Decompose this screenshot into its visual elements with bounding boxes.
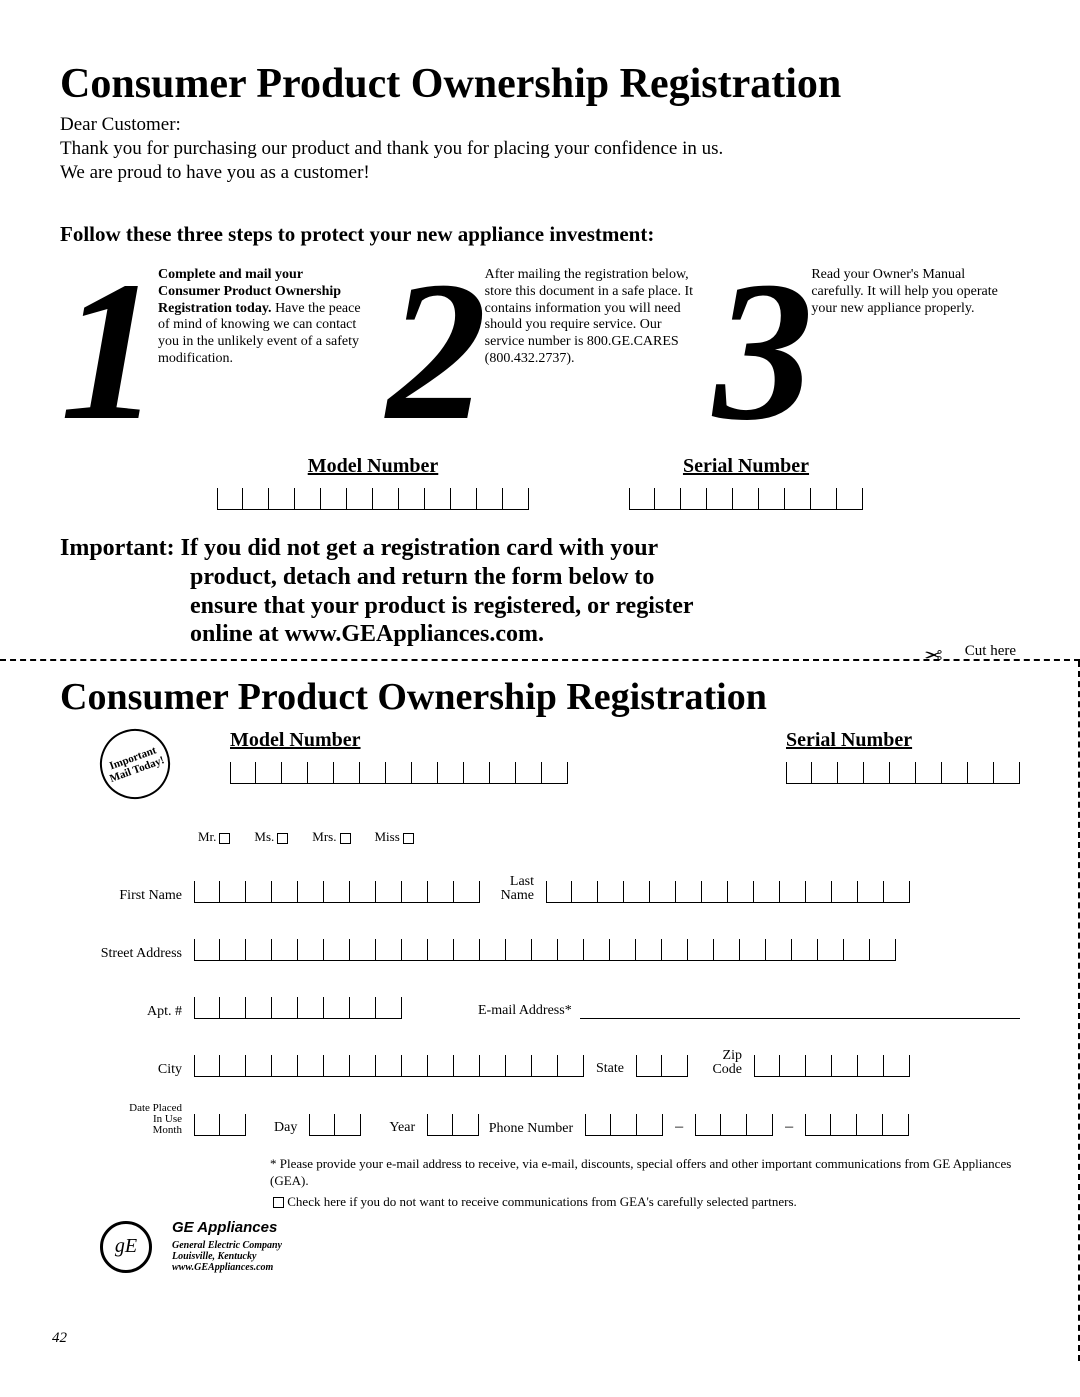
page-number: 42 bbox=[52, 1330, 67, 1347]
important-stamp: Important Mail Today! bbox=[90, 719, 180, 809]
apt-label: Apt. # bbox=[100, 1005, 186, 1019]
form-serial-label: Serial Number bbox=[786, 729, 1020, 752]
important-line-1: If you did not get a registration card w… bbox=[181, 535, 659, 561]
salutation: Dear Customer: bbox=[60, 114, 1020, 136]
footnote-2-row: Check here if you do not want to receive… bbox=[270, 1194, 1020, 1211]
important-line-4: online at www.GEAppliances.com. bbox=[60, 620, 1020, 649]
optout-checkbox[interactable] bbox=[273, 1197, 284, 1208]
apt-input[interactable] bbox=[194, 997, 402, 1019]
salut-mr[interactable]: Mr. bbox=[198, 829, 230, 845]
form-numbers-row: Important Mail Today! Model Number Seria… bbox=[100, 729, 1020, 799]
first-name-label: First Name bbox=[100, 889, 186, 903]
ge-logo-icon: gE bbox=[100, 1221, 152, 1273]
year-input[interactable] bbox=[427, 1114, 479, 1136]
step-2-number: 2 bbox=[387, 267, 479, 437]
steps-row: 1 Complete and mail your Consumer Produc… bbox=[60, 267, 1020, 437]
zip-label: Zip Code bbox=[696, 1049, 746, 1077]
phone-a-input[interactable] bbox=[585, 1114, 663, 1136]
form-serial-boxes[interactable] bbox=[786, 762, 1020, 784]
numbers-top-row: Model Number Serial Number bbox=[60, 455, 1020, 510]
serial-number-boxes[interactable] bbox=[629, 488, 863, 510]
stamp-text: Important Mail Today! bbox=[100, 742, 170, 787]
state-input[interactable] bbox=[636, 1055, 688, 1077]
phone-label: Phone Number bbox=[487, 1122, 577, 1136]
last-name-label: Last Name bbox=[488, 875, 538, 903]
month-input[interactable] bbox=[194, 1114, 246, 1136]
last-name-input[interactable] bbox=[546, 881, 910, 903]
company-info: General Electric Company Louisville, Ken… bbox=[172, 1240, 282, 1273]
step-2-text: After mailing the registration below, st… bbox=[485, 267, 693, 366]
step-1-number: 1 bbox=[60, 267, 152, 437]
date-label: Date PlacedIn UseMonth bbox=[100, 1103, 186, 1136]
important-line-3: ensure that your product is registered, … bbox=[60, 592, 1020, 621]
day-input[interactable] bbox=[309, 1114, 361, 1136]
model-number-boxes[interactable] bbox=[217, 488, 529, 510]
model-number-label: Model Number bbox=[217, 455, 529, 478]
brand-text: GE Appliances bbox=[172, 1219, 282, 1236]
street-label: Street Address bbox=[100, 947, 186, 961]
step-3-text: Read your Owner's Manual carefully. It w… bbox=[811, 267, 997, 316]
step-2: 2 After mailing the registration below, … bbox=[387, 267, 694, 437]
form-model-label: Model Number bbox=[230, 729, 746, 752]
phone-dash-2: – bbox=[781, 1118, 797, 1136]
salut-ms[interactable]: Ms. bbox=[254, 829, 288, 845]
day-label: Day bbox=[254, 1120, 301, 1136]
step-3: 3 Read your Owner's Manual carefully. It… bbox=[713, 267, 1020, 437]
important-note: Important: If you did not get a registra… bbox=[60, 534, 1020, 649]
step-3-number: 3 bbox=[713, 267, 805, 437]
page-title: Consumer Product Ownership Registration bbox=[60, 60, 1020, 108]
footnote-1: * Please provide your e-mail address to … bbox=[270, 1156, 1020, 1190]
footnote-2: Check here if you do not want to receive… bbox=[287, 1194, 797, 1209]
scissors-icon: ✂ bbox=[924, 643, 942, 669]
footer: gE GE Appliances General Electric Compan… bbox=[100, 1219, 1020, 1273]
phone-c-input[interactable] bbox=[805, 1114, 909, 1136]
salut-mrs[interactable]: Mrs. bbox=[312, 829, 350, 845]
form-model-boxes[interactable] bbox=[230, 762, 746, 784]
cut-line: ✂ Cut here bbox=[0, 659, 1080, 661]
intro-line-1: Thank you for purchasing our product and… bbox=[60, 138, 1020, 160]
salutation-row: Mr. Ms. Mrs. Miss bbox=[198, 829, 1020, 845]
step-1: 1 Complete and mail your Consumer Produc… bbox=[60, 267, 367, 437]
phone-b-input[interactable] bbox=[695, 1114, 773, 1136]
state-label: State bbox=[592, 1061, 628, 1077]
serial-number-label: Serial Number bbox=[629, 455, 863, 478]
phone-dash-1: – bbox=[671, 1118, 687, 1136]
important-prefix: Important: bbox=[60, 535, 175, 561]
year-label: Year bbox=[369, 1120, 419, 1136]
first-name-input[interactable] bbox=[194, 881, 480, 903]
important-line-2: product, detach and return the form belo… bbox=[60, 563, 1020, 592]
form-title: Consumer Product Ownership Registration bbox=[60, 675, 1020, 719]
street-input[interactable] bbox=[194, 939, 896, 961]
zip-input[interactable] bbox=[754, 1055, 910, 1077]
salut-miss[interactable]: Miss bbox=[375, 829, 414, 845]
city-label: City bbox=[100, 1063, 186, 1077]
follow-heading: Follow these three steps to protect your… bbox=[60, 222, 1020, 247]
cut-here-label: Cut here bbox=[965, 643, 1016, 660]
email-input[interactable] bbox=[580, 1001, 1020, 1019]
intro-line-2: We are proud to have you as a customer! bbox=[60, 162, 1020, 184]
city-input[interactable] bbox=[194, 1055, 584, 1077]
email-label: E-mail Address* bbox=[478, 1003, 572, 1019]
